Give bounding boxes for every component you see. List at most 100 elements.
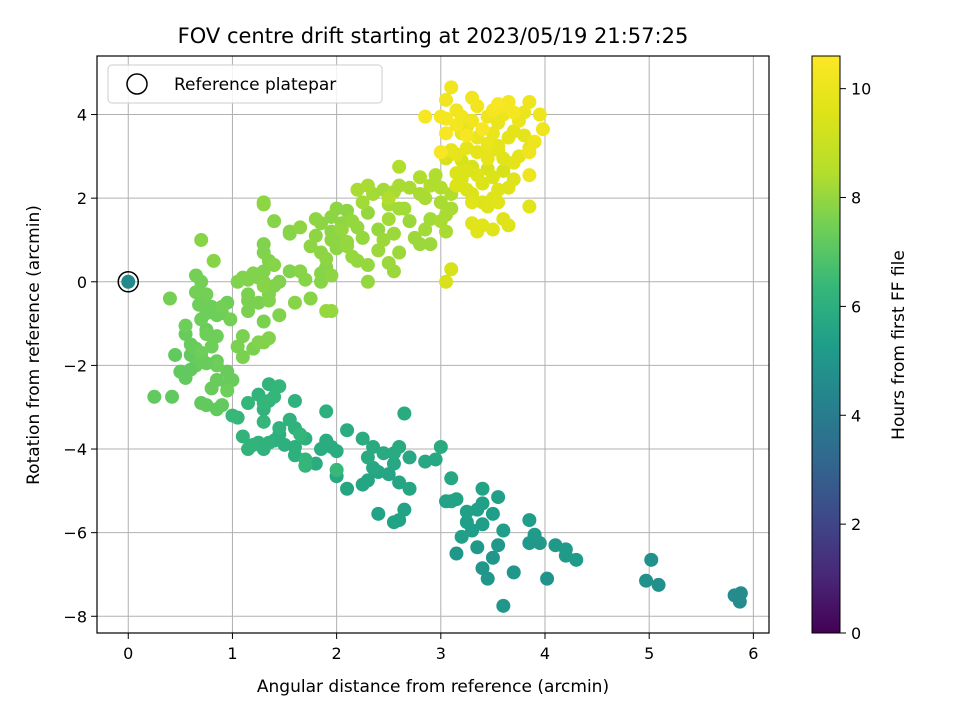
data-point [355,477,370,492]
data-point [397,406,412,421]
data-point [360,274,375,289]
plot-frame [96,55,770,634]
data-point [230,274,245,289]
data-point [727,588,742,603]
data-point [496,523,511,538]
data-point [209,373,224,388]
colorbar-tick-label: 8 [851,189,861,208]
y-axis-label: Rotation from reference (arcmin) [24,205,44,485]
data-point [199,327,214,342]
data-point [412,237,427,252]
data-point [287,393,302,408]
data-point [501,94,516,109]
data-point [423,178,438,193]
colorbar-tick-label: 10 [851,80,871,99]
x-axis: 0 1 2 3 4 5 6 [123,633,758,663]
data-point [532,107,547,122]
data-point [639,573,654,588]
data-point [480,571,495,586]
data-point [501,180,516,195]
data-point [540,571,555,586]
x-tick-label: 1 [227,644,237,663]
data-point [360,178,375,193]
data-point [386,226,401,241]
data-point [272,274,287,289]
data-point [329,462,344,477]
data-point [319,404,334,419]
data-point [459,128,474,143]
data-point [366,460,381,475]
data-point [256,396,271,411]
data-point [293,220,308,235]
data-point [314,442,328,457]
data-point [298,458,313,473]
data-point [194,345,209,360]
legend: Reference platepar [107,64,383,104]
x-tick-label: 6 [748,644,758,663]
data-point [444,471,459,486]
data-point [475,122,490,137]
data-point [449,103,464,118]
data-point [397,201,412,216]
colorbar-tick-label: 2 [851,515,861,534]
data-point [418,222,433,237]
data-point [459,515,474,530]
data-point [480,151,495,166]
data-point [444,80,459,95]
colorbar-gradient [811,55,841,634]
data-point [251,295,266,310]
y-tick-label: 2 [77,189,87,208]
data-point [241,293,256,308]
data-point [535,122,550,137]
data-point [371,506,386,521]
y-tick-label: −8 [63,607,87,626]
data-point [381,191,396,206]
data-point [392,245,407,260]
data-point [386,456,401,471]
data-point [475,517,490,532]
data-point [392,178,407,193]
data-point [470,540,485,555]
data-points [117,80,748,613]
data-point [298,272,313,287]
data-point [261,331,276,346]
data-point [501,218,516,233]
data-point [527,134,542,149]
data-point [522,94,537,109]
data-point [371,222,386,237]
colorbar-tick-label: 6 [851,297,861,316]
data-point [256,195,271,210]
data-point [324,209,339,224]
data-point [241,272,256,287]
data-point [360,205,375,220]
data-point [491,538,506,553]
data-point [220,364,235,379]
data-point [459,140,474,155]
data-point [350,253,365,268]
data-point [491,195,506,210]
data-point [199,297,214,312]
data-point [402,481,417,496]
data-point [496,598,511,613]
data-point [355,431,370,446]
data-point [340,423,355,438]
data-point [428,452,443,467]
colorbar-label: Hours from first FF file [889,250,909,440]
data-point [340,203,355,218]
data-point [496,151,511,166]
data-point [324,224,339,239]
data-point [199,287,214,302]
data-point [261,377,276,392]
data-point [506,565,521,580]
data-point [381,212,396,227]
data-point [439,224,454,239]
data-point [475,481,490,496]
data-point [439,494,454,509]
y-tick-label: −4 [63,440,87,459]
data-point [256,414,271,429]
data-point [329,444,344,459]
data-point [459,504,474,519]
data-point [308,212,323,227]
data-point [475,561,490,576]
